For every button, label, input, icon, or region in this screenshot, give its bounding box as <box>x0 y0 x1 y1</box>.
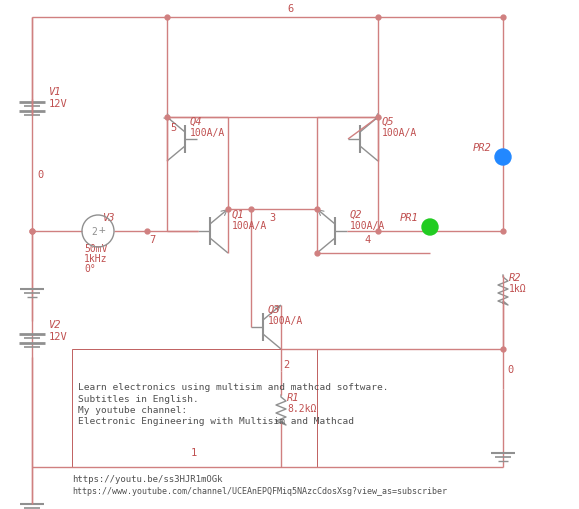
Text: Electronic Engineering with Multisim and Mathcad: Electronic Engineering with Multisim and… <box>78 417 354 426</box>
Text: 1: 1 <box>191 447 197 457</box>
Text: 0: 0 <box>507 364 513 374</box>
Circle shape <box>422 219 438 236</box>
Text: 100A/A: 100A/A <box>232 220 267 231</box>
Text: Q4: Q4 <box>190 117 203 127</box>
Text: v: v <box>501 153 507 163</box>
Text: 1kHz: 1kHz <box>84 253 108 264</box>
Text: V3: V3 <box>103 213 115 222</box>
Text: 5: 5 <box>170 123 176 133</box>
Text: +: + <box>98 224 105 235</box>
Text: 2: 2 <box>91 227 97 237</box>
Text: 12V: 12V <box>49 99 68 109</box>
Text: 3: 3 <box>269 213 275 222</box>
Text: 100A/A: 100A/A <box>382 128 417 138</box>
Text: 0°: 0° <box>84 264 96 273</box>
Text: Q5: Q5 <box>382 117 394 127</box>
Text: 50mV: 50mV <box>84 243 108 253</box>
Text: PR2: PR2 <box>472 143 491 153</box>
Text: v: v <box>428 222 434 233</box>
Text: V1: V1 <box>49 87 61 97</box>
Text: 6: 6 <box>287 4 293 14</box>
Text: PR1: PR1 <box>400 213 418 222</box>
Text: 100A/A: 100A/A <box>350 220 385 231</box>
Text: 2: 2 <box>283 359 290 369</box>
Text: 100A/A: 100A/A <box>190 128 225 138</box>
Text: 0: 0 <box>37 169 43 180</box>
Text: 12V: 12V <box>49 331 68 342</box>
Text: V2: V2 <box>49 319 61 329</box>
Circle shape <box>495 150 511 165</box>
Text: R1: R1 <box>287 392 299 402</box>
Text: Learn electronics using multisim and mathcad software.: Learn electronics using multisim and mat… <box>78 383 389 392</box>
Text: 1kΩ: 1kΩ <box>509 284 527 293</box>
Text: 4: 4 <box>364 235 370 244</box>
Text: https://youtu.be/ss3HJR1mOGk: https://youtu.be/ss3HJR1mOGk <box>72 474 222 484</box>
Text: 8.2kΩ: 8.2kΩ <box>287 403 316 413</box>
Text: 100A/A: 100A/A <box>268 316 303 325</box>
Text: Subtitles in English.: Subtitles in English. <box>78 394 199 404</box>
Text: R2: R2 <box>509 272 522 282</box>
Text: Q1: Q1 <box>232 210 244 219</box>
Text: Q2: Q2 <box>350 210 362 219</box>
Text: https://www.youtube.com/channel/UCEAnEPQFMiq5NAzcCdosXsg?view_as=subscriber: https://www.youtube.com/channel/UCEAnEPQ… <box>72 487 447 496</box>
Text: Q3: Q3 <box>268 304 280 315</box>
Text: My youtube channel:: My youtube channel: <box>78 406 187 415</box>
Text: 7: 7 <box>149 235 155 244</box>
